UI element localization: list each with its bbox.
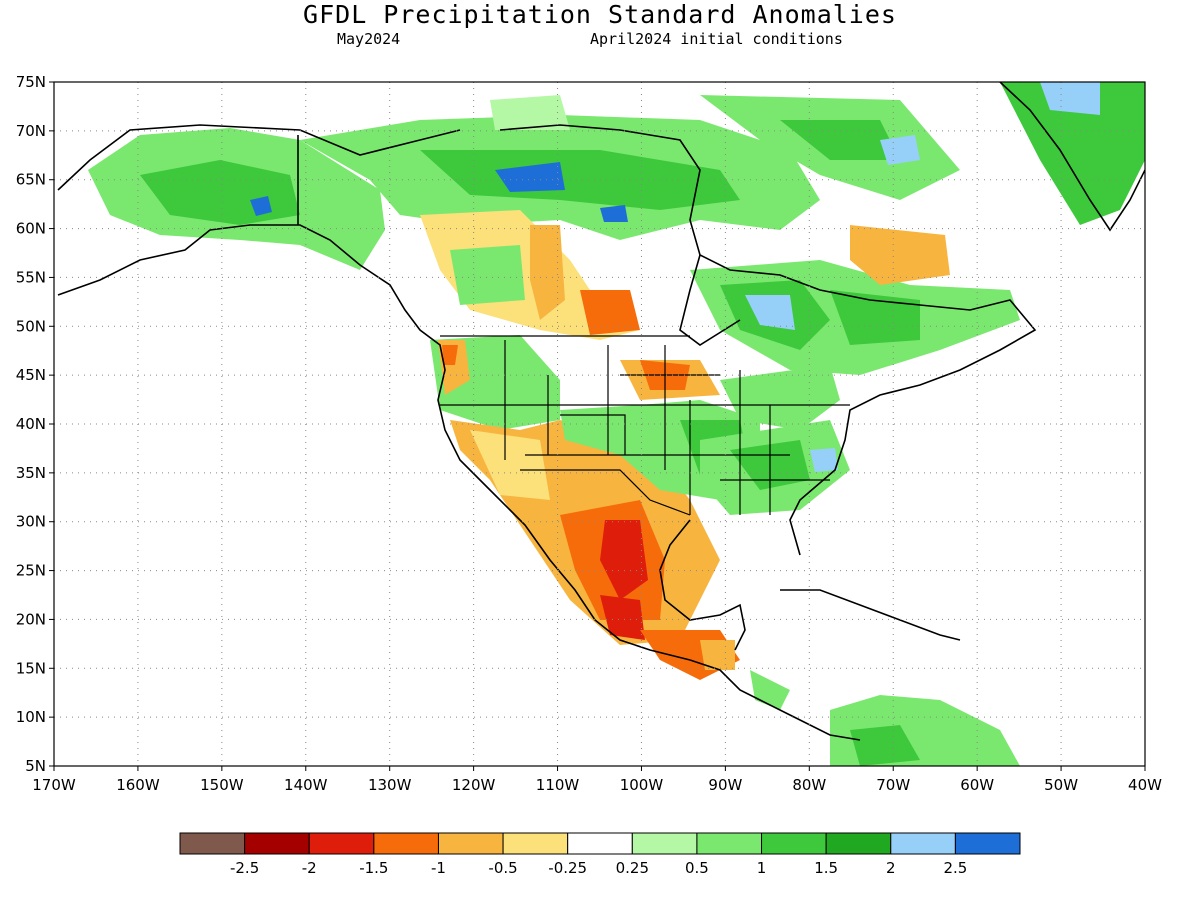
lon-tick-label: 80W [792, 776, 826, 794]
colorbar-swatch [244, 832, 310, 855]
colorbar-swatch [179, 832, 246, 855]
colorbar-swatch [696, 832, 763, 855]
colorbar-label: -0.25 [548, 859, 587, 877]
lon-tick-label: 110W [536, 776, 580, 794]
colorbar-swatch [825, 832, 892, 855]
latitude-ticks: 75N 70N 65N 60N 55N 50N 45N 40N 35N 30N 25N 20N 15N 1… [16, 73, 54, 775]
lat-tick-label: 40N [16, 415, 46, 433]
lon-tick-label: 90W [708, 776, 742, 794]
lon-tick-label: 130W [368, 776, 412, 794]
lon-tick-label: 100W [620, 776, 664, 794]
lat-tick-label: 55N [16, 268, 46, 286]
gridlines [54, 82, 1145, 766]
colorbar-label: 1 [757, 859, 767, 877]
lat-tick-label: 75N [16, 73, 46, 91]
lat-tick-label: 45N [16, 366, 46, 384]
colorbar-swatch [567, 832, 633, 855]
colorbar-swatch [954, 832, 1021, 855]
init-conditions: April2024 initial conditions [590, 30, 843, 48]
lat-tick-label: 10N [16, 708, 46, 726]
colorbar-label: -2.5 [230, 859, 259, 877]
colorbar-label: 2.5 [943, 859, 967, 877]
colorbar-labels: -2.5 -2 -1.5 -1 -0.5 -0.25 0.25 0.5 1 1.5 2 2.5 [230, 859, 967, 877]
colorbar-swatch [502, 832, 569, 855]
lon-tick-label: 170W [32, 776, 76, 794]
colorbar-swatch [890, 832, 956, 855]
lon-tick-label: 140W [284, 776, 328, 794]
map-plot-area [54, 82, 1145, 766]
colorbar-label: -2 [302, 859, 317, 877]
colorbar-swatch [437, 832, 504, 855]
colorbar-swatch [631, 832, 698, 855]
lat-tick-label: 50N [16, 317, 46, 335]
map-title: GFDL Precipitation Standard Anomalies [303, 0, 897, 29]
lat-tick-label: 25N [16, 562, 46, 580]
lon-tick-label: 60W [960, 776, 994, 794]
state-borders [440, 335, 850, 516]
colorbar-label: -0.5 [488, 859, 517, 877]
colorbar-swatch [308, 832, 375, 855]
anomaly-field [88, 82, 1145, 766]
colorbar-label: 0.5 [685, 859, 709, 877]
colorbar-label: 0.25 [616, 859, 649, 877]
lat-tick-label: 70N [16, 122, 46, 140]
lat-tick-label: 5N [25, 757, 46, 775]
lon-tick-label: 120W [452, 776, 496, 794]
lon-tick-label: 50W [1044, 776, 1078, 794]
lat-tick-label: 15N [16, 659, 46, 677]
colorbar-label: 1.5 [814, 859, 838, 877]
lat-tick-label: 60N [16, 220, 46, 238]
lat-tick-label: 20N [16, 610, 46, 628]
colorbar-label: -1.5 [359, 859, 388, 877]
longitude-ticks: 170W 160W 150W 140W 130W 120W 110W 100W 90W 80W 70… [32, 766, 1162, 794]
colorbar [179, 832, 1021, 855]
lon-tick-label: 40W [1128, 776, 1162, 794]
colorbar-swatch [373, 832, 439, 855]
colorbar-label: -1 [431, 859, 446, 877]
lat-tick-label: 35N [16, 464, 46, 482]
lat-tick-label: 30N [16, 513, 46, 531]
colorbar-label: 2 [886, 859, 896, 877]
lon-tick-label: 150W [200, 776, 244, 794]
lat-tick-label: 65N [16, 171, 46, 189]
target-month: May2024 [337, 30, 401, 48]
lon-tick-label: 70W [876, 776, 910, 794]
colorbar-swatch [761, 832, 827, 855]
lon-tick-label: 160W [116, 776, 160, 794]
